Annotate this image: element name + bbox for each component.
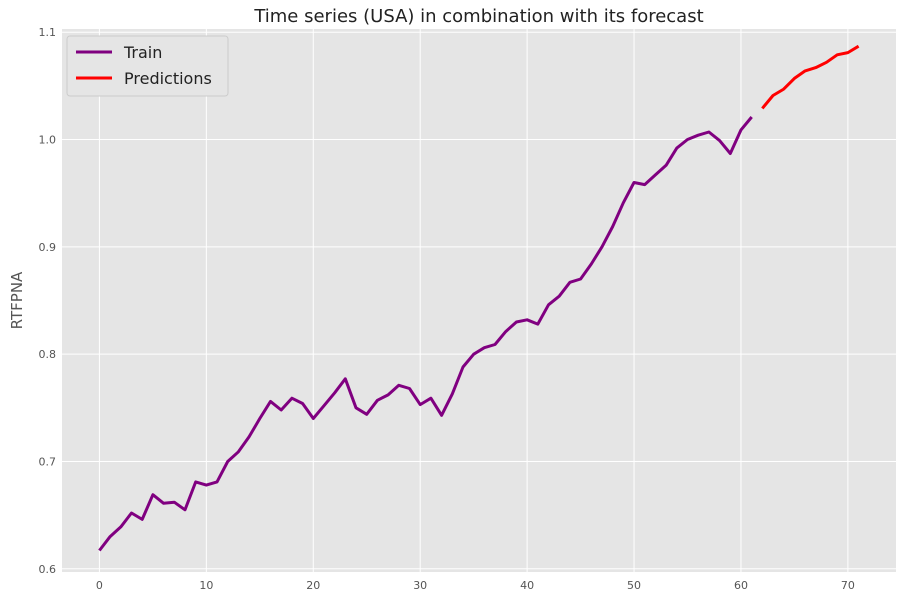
y-tick-label: 0.7	[39, 455, 57, 468]
x-tick-label: 10	[199, 579, 213, 592]
y-tick-label: 0.9	[39, 241, 57, 254]
series-line-train	[98, 116, 753, 552]
plot-area	[62, 29, 896, 572]
x-tick-label: 30	[413, 579, 427, 592]
legend: Train Predictions	[66, 35, 229, 97]
y-axis-label: RTFPNA	[8, 271, 26, 329]
grid	[62, 29, 896, 572]
x-tick-label: 20	[306, 579, 320, 592]
legend-label-predictions: Predictions	[124, 69, 212, 88]
series-line-predictions	[761, 44, 860, 110]
y-tick-label: 0.6	[39, 563, 57, 576]
tick-labels: 0 10 20 30 40 50 60 70 0.6 0.7 0.8 0.9 1.0 1.1	[39, 26, 855, 592]
y-tick-label: 1.0	[39, 134, 57, 147]
y-tick-label: 1.1	[39, 26, 57, 39]
x-tick-label: 50	[627, 579, 641, 592]
x-tick-label: 0	[96, 579, 103, 592]
chart-title: Time series (USA) in combination with it…	[253, 6, 703, 27]
x-tick-label: 60	[734, 579, 748, 592]
legend-label-train: Train	[123, 43, 162, 62]
series-lines	[98, 44, 860, 552]
x-tick-label: 70	[841, 579, 855, 592]
x-tick-label: 40	[520, 579, 534, 592]
y-tick-label: 0.8	[39, 348, 57, 361]
